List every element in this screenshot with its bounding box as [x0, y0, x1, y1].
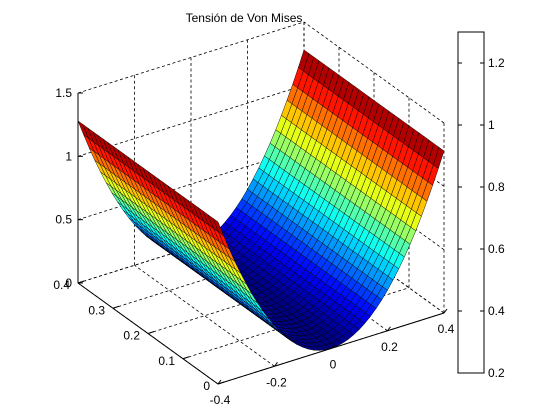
y-tick-mark [182, 356, 190, 360]
z-tick-label: 0 [65, 276, 72, 290]
y-tick-label: 0 [203, 379, 210, 393]
colorbar-tick-label: 0.4 [488, 304, 505, 318]
x-tick-label: 0 [330, 358, 337, 372]
x-tick-label: -0.4 [210, 393, 231, 407]
x-tick-mark [330, 344, 335, 349]
grid-line [134, 264, 275, 367]
colorbar-tick-label: 1.2 [488, 56, 505, 70]
grid-line [303, 21, 445, 124]
y-tick-label: 0.4 [53, 278, 70, 292]
colorbar-tick-label: 1 [488, 118, 495, 132]
y-tick-label: 0.1 [158, 354, 175, 368]
z-tick-label: 1 [65, 149, 72, 163]
y-tick-mark [112, 305, 120, 309]
z-tick-label: 1.5 [55, 86, 72, 100]
colorbar-tick-label: 0.8 [488, 180, 505, 194]
colorbar-box [457, 31, 485, 374]
x-tick-mark [387, 326, 391, 332]
colorbar: 0.2 0.4 0.6 0.8 1 1.2 [457, 31, 505, 380]
y-tick-label: 0.3 [88, 303, 105, 317]
x-tick-label: -0.2 [266, 375, 287, 389]
x-tick-label: 0.2 [381, 340, 398, 354]
y-tick-mark [217, 381, 225, 385]
surface-patch [433, 146, 445, 169]
z-axis: 0 0.5 1 1.5 [55, 86, 83, 290]
y-tick-label: 0.2 [123, 329, 140, 343]
x-axis: -0.4 -0.2 0 0.2 0.4 [210, 308, 455, 407]
x-tick-mark [274, 361, 278, 367]
grid-line [77, 148, 305, 221]
y-tick-mark [147, 331, 155, 334]
colorbar-tick-label: 0.2 [488, 366, 505, 380]
x-tick-mark [443, 308, 448, 314]
chart-title: Tensión de Von Mises [186, 11, 303, 25]
z-tick-label: 0.5 [55, 213, 72, 227]
y-axis: 0 0.1 0.2 0.3 0.4 [53, 278, 225, 393]
x-tick-label: 0.4 [438, 322, 455, 336]
colorbar-tick-label: 0.6 [488, 242, 505, 256]
surface-plot: -0.4 -0.2 0 0.2 0.4 0 0.1 0.2 0.3 0.4 0 0.5 1 1.5 [53, 21, 455, 407]
surface [77, 49, 445, 351]
grid-line [77, 21, 305, 94]
grid-line [77, 84, 305, 157]
